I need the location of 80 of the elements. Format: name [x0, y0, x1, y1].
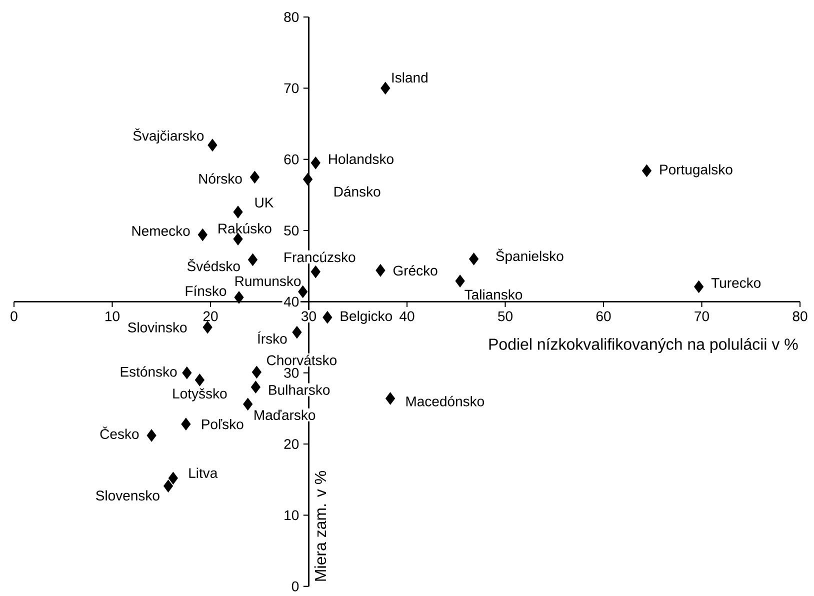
- point: [694, 280, 704, 293]
- annotation: Estónsko: [120, 366, 177, 377]
- point: [202, 320, 212, 334]
- y-tick-label: 10: [284, 510, 299, 520]
- y-tick-label: 70: [284, 83, 299, 93]
- x-axis-title: Podiel nízkokvalifikovaných na polulácii v %: [489, 338, 798, 353]
- point: [303, 172, 313, 186]
- point: [194, 374, 204, 386]
- x-tick-label: 10: [106, 311, 120, 322]
- point: [248, 253, 258, 266]
- annotation: Holandsko: [329, 154, 394, 164]
- y-tick-label: 0: [292, 581, 299, 592]
- annotation: Bulharsko: [269, 384, 330, 395]
- annotation: Chorvátsko: [266, 354, 336, 366]
- annotation: Macedónsko: [406, 396, 484, 406]
- point: [469, 252, 479, 266]
- annotation: Litva: [189, 468, 218, 478]
- point: [146, 429, 156, 442]
- annotation: Nórsko: [199, 173, 242, 184]
- y-tick-label: 60: [284, 154, 299, 164]
- point: [298, 285, 308, 298]
- point: [168, 472, 178, 484]
- annotation: Turecko: [711, 277, 761, 288]
- point: [292, 326, 302, 338]
- point: [376, 264, 386, 276]
- annotation: Grécko: [393, 264, 438, 276]
- point: [310, 156, 320, 169]
- point: [234, 290, 244, 304]
- point: [163, 480, 174, 492]
- x-tick-label: 80: [792, 311, 808, 322]
- annotation: Island: [392, 72, 428, 82]
- point: [250, 380, 260, 394]
- annotation: Španielsko: [496, 248, 564, 264]
- annotation: Slovensko: [96, 490, 160, 500]
- annotation: Poľsko: [202, 418, 244, 430]
- point: [208, 138, 218, 152]
- point: [455, 274, 465, 288]
- x-tick-label: 0: [10, 311, 18, 322]
- point: [310, 265, 320, 278]
- annotation: Írsko: [258, 331, 287, 344]
- y-axis-title: Miera zam. v %: [314, 470, 326, 581]
- point: [233, 232, 243, 246]
- x-tick-label: 50: [498, 311, 512, 322]
- annotation: Švajčiarsko: [133, 128, 204, 144]
- point: [642, 164, 652, 177]
- point: [322, 310, 332, 324]
- x-tick-label: 20: [203, 311, 218, 322]
- point: [181, 418, 191, 430]
- point: [182, 366, 192, 379]
- y-tick-label: 80: [284, 12, 299, 22]
- annotation: Rakúsko: [218, 222, 272, 234]
- point: [252, 366, 262, 378]
- annotation: Portugalsko: [660, 164, 732, 178]
- annotation: Dánsko: [334, 186, 380, 196]
- point: [250, 170, 260, 184]
- x-tick-label: 70: [694, 311, 709, 322]
- annotation: Lotyšsko: [173, 388, 227, 402]
- y-tick-label: 20: [284, 438, 299, 449]
- annotation: Belgicko: [340, 310, 392, 324]
- x-tick-label: 40: [400, 311, 414, 322]
- y-tick-label: 50: [284, 225, 299, 236]
- annotation: Fínsko: [186, 285, 226, 296]
- annotation: Rumunsko: [235, 276, 301, 286]
- annotation: Česko: [100, 426, 139, 439]
- annotation: Nemecko: [132, 225, 190, 236]
- y-tick-label: 30: [284, 368, 299, 378]
- annotation: Slovinsko: [128, 322, 187, 332]
- point: [233, 206, 243, 218]
- x-tick-label: 60: [596, 311, 611, 322]
- annotation: Maďarsko: [254, 410, 316, 420]
- annotation: Francúzsko: [284, 252, 356, 262]
- annotation: Švédsko: [187, 258, 240, 272]
- y-tick-label: 40: [284, 296, 299, 306]
- x-tick-label: 30: [301, 311, 316, 322]
- point: [198, 228, 208, 241]
- annotation: Taliansko: [464, 289, 522, 300]
- point: [386, 392, 396, 405]
- annotation: UK: [255, 198, 274, 208]
- point: [243, 398, 253, 410]
- point: [380, 82, 390, 94]
